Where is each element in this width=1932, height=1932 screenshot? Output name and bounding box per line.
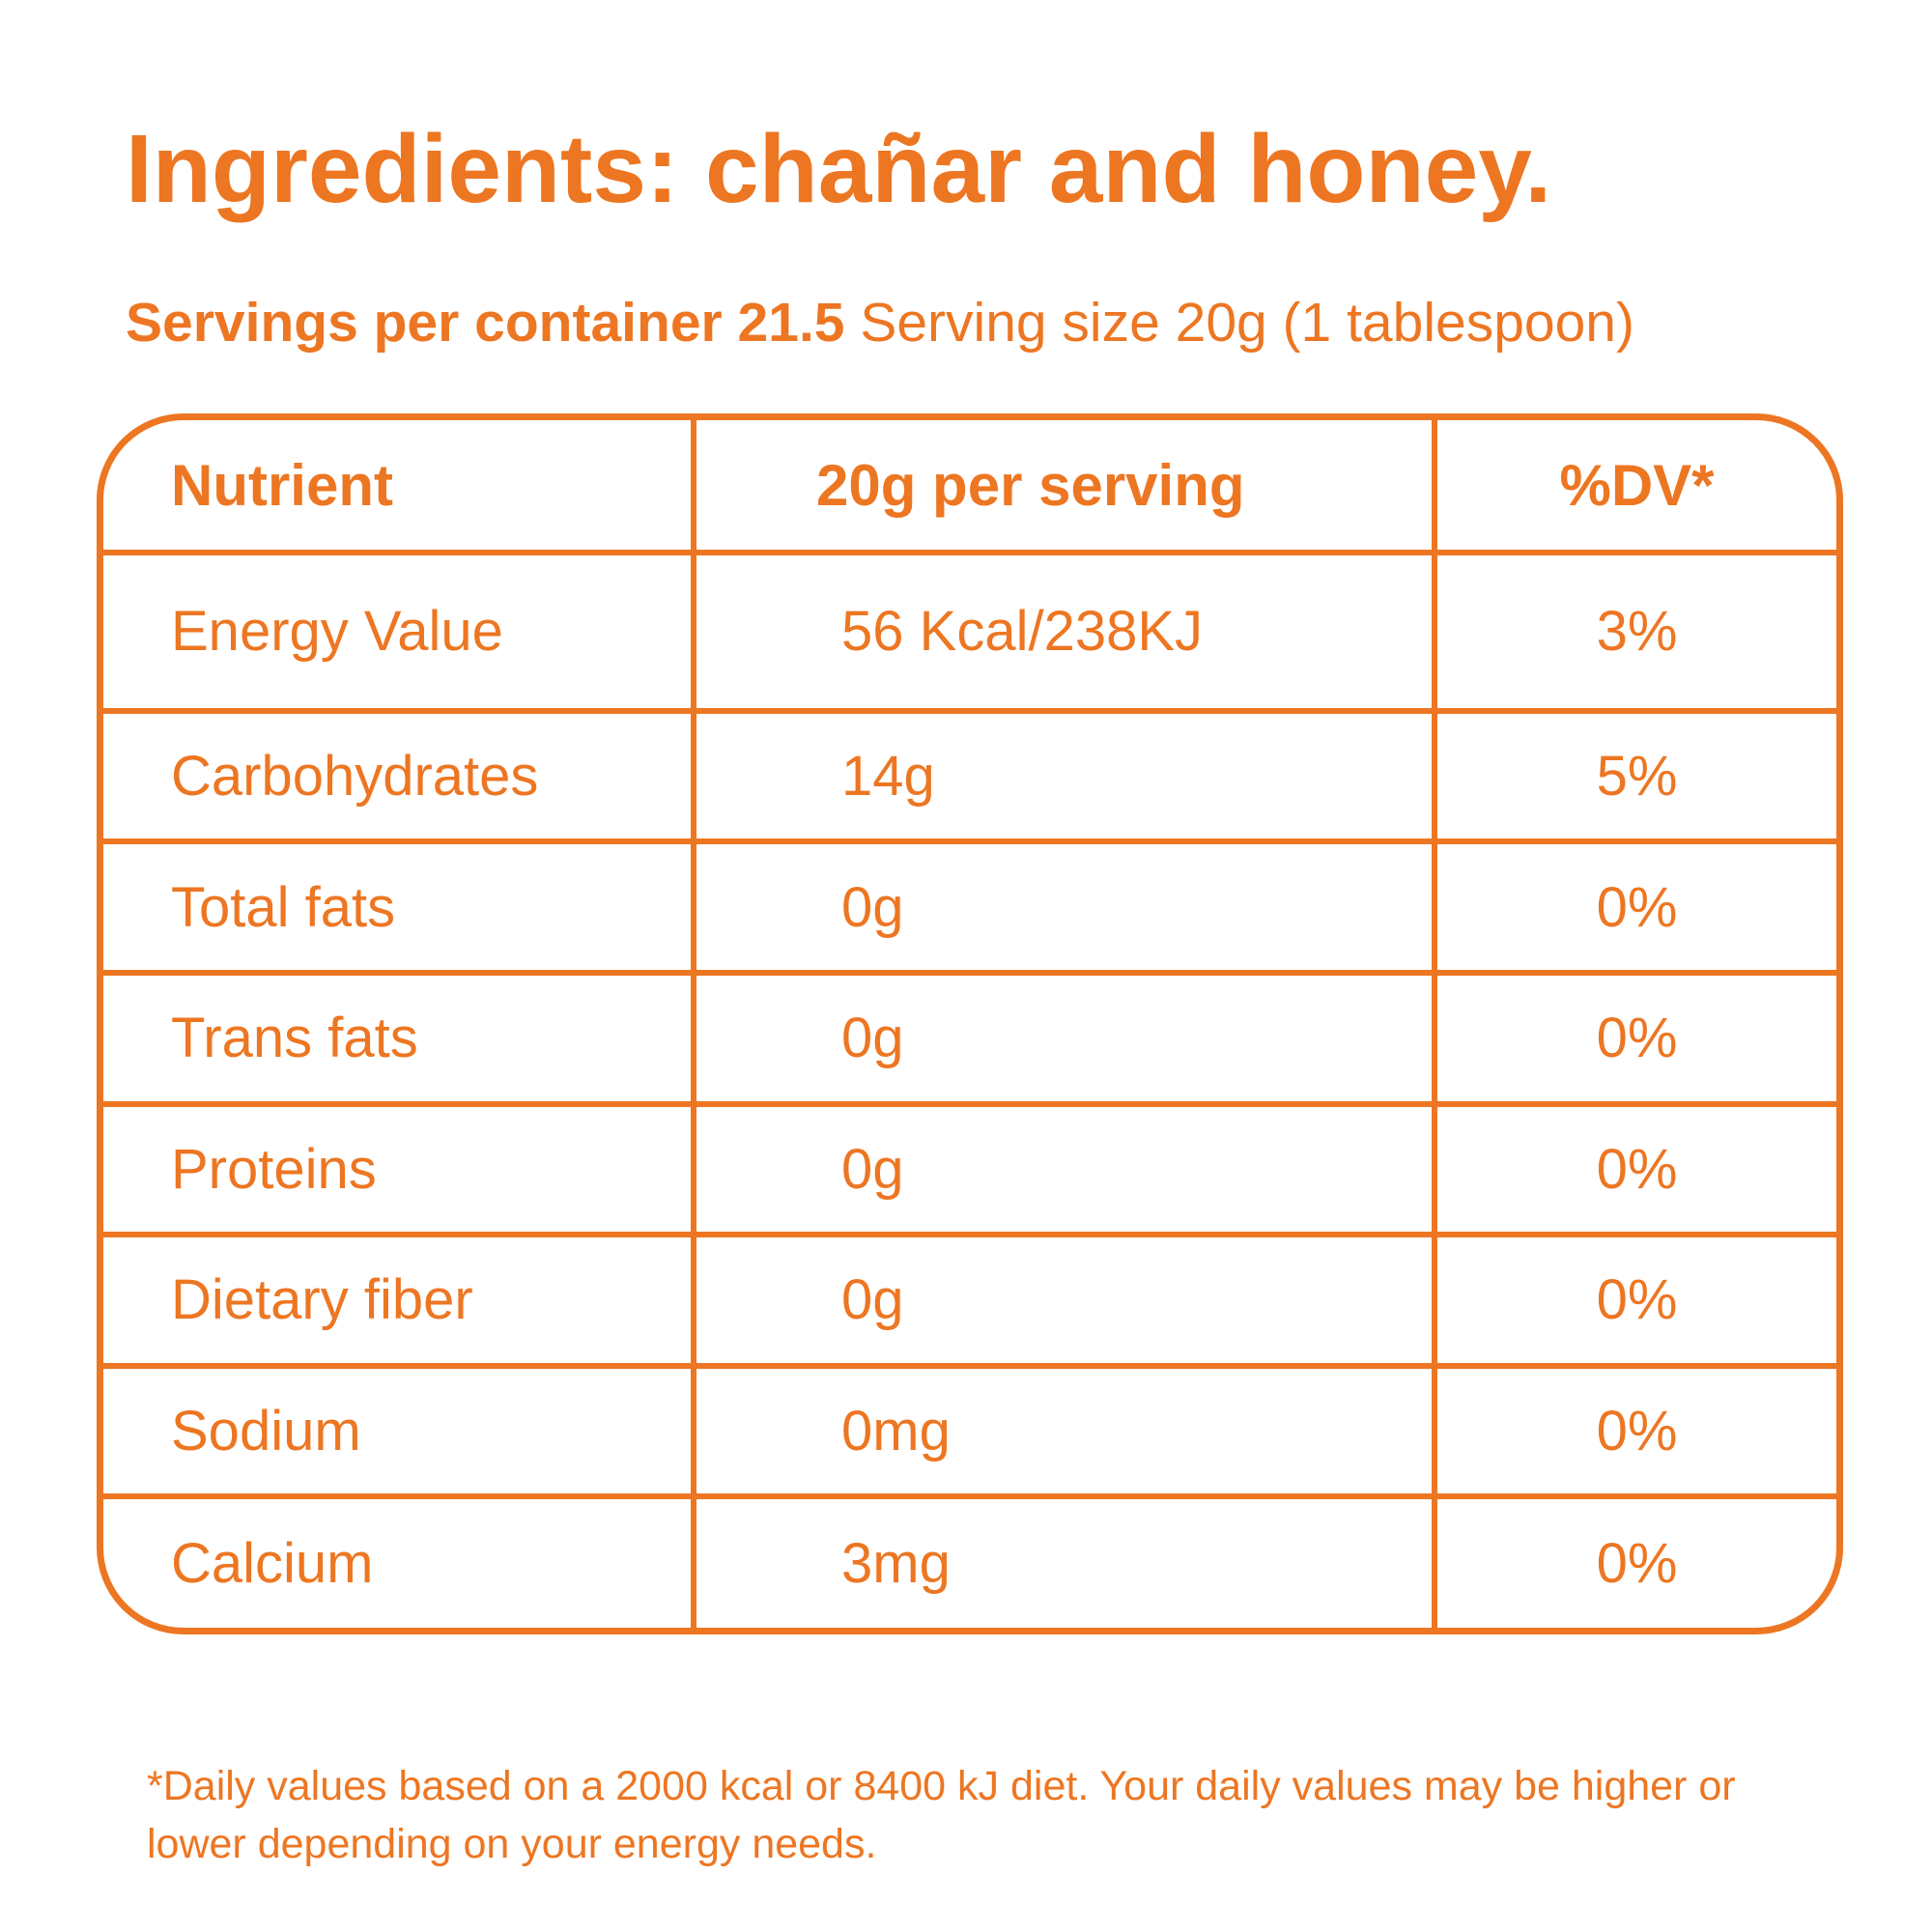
nutrient-amount: 14g bbox=[694, 710, 1437, 845]
nutrient-amount: 0g bbox=[694, 1103, 1437, 1238]
table-header-row: Nutrient 20g per serving %DV* bbox=[103, 420, 1836, 555]
table-row: Dietary fiber 0g 0% bbox=[103, 1235, 1836, 1369]
nutrient-name: Carbohydrates bbox=[103, 710, 696, 845]
nutrition-table: Nutrient 20g per serving %DV* Energy Val… bbox=[103, 420, 1836, 1628]
nutrient-daily-value: 0% bbox=[1596, 1532, 1678, 1596]
nutrient-daily-value: 0% bbox=[1435, 972, 1836, 1107]
table-row: Energy Value 56 Kcal/238KJ 3% bbox=[103, 553, 1836, 714]
nutrient-name: Proteins bbox=[103, 1103, 696, 1238]
nutrient-amount: 0g bbox=[694, 972, 1437, 1107]
table-row: Proteins 0g 0% bbox=[103, 1103, 1836, 1238]
servings-line: Servings per container 21.5 Serving size… bbox=[126, 290, 1634, 355]
daily-value-footnote: *Daily values based on a 2000 kcal or 84… bbox=[147, 1763, 1736, 1867]
nutrient-amount: 0mg bbox=[694, 1365, 1437, 1500]
nutrient-amount: 56 Kcal/238KJ bbox=[694, 553, 1437, 714]
nutrition-table-frame: Nutrient 20g per serving %DV* Energy Val… bbox=[97, 413, 1843, 1634]
table-row: Calcium 3mg 0% bbox=[103, 1496, 1836, 1628]
nutrient-daily-value: 5% bbox=[1435, 710, 1836, 845]
table-row: Carbohydrates 14g 5% bbox=[103, 710, 1836, 845]
nutrient-name: Calcium bbox=[103, 1496, 696, 1628]
serving-size: Serving size 20g (1 tablespoon) bbox=[860, 292, 1634, 354]
nutrient-name: Sodium bbox=[103, 1365, 696, 1500]
table-row: Total fats 0g 0% bbox=[103, 841, 1836, 976]
header-daily-value: %DV* bbox=[1435, 420, 1836, 555]
nutrient-amount: 0g bbox=[694, 1235, 1437, 1369]
ingredients-title: Ingredients: chañar and honey. bbox=[126, 115, 1552, 223]
table-row: Sodium 0mg 0% bbox=[103, 1365, 1836, 1500]
nutrient-daily-value: 0% bbox=[1435, 1235, 1836, 1369]
nutrient-name: Total fats bbox=[103, 841, 696, 976]
nutrient-name: Trans fats bbox=[103, 972, 696, 1107]
header-per-serving: 20g per serving bbox=[694, 420, 1437, 555]
nutrient-name: Dietary fiber bbox=[103, 1235, 696, 1369]
nutrient-amount: 3mg bbox=[694, 1496, 1437, 1628]
nutrient-daily-value: 0% bbox=[1435, 841, 1836, 976]
servings-per-container: Servings per container 21.5 bbox=[126, 292, 845, 354]
header-nutrient: Nutrient bbox=[103, 420, 696, 555]
nutrient-name: Energy Value bbox=[103, 553, 696, 714]
nutrient-daily-value: 0% bbox=[1435, 1365, 1836, 1500]
table-row: Trans fats 0g 0% bbox=[103, 972, 1836, 1107]
nutrient-daily-value: 0% bbox=[1435, 1103, 1836, 1238]
nutrient-amount: 0g bbox=[694, 841, 1437, 976]
nutrient-daily-value: 3% bbox=[1435, 553, 1836, 714]
